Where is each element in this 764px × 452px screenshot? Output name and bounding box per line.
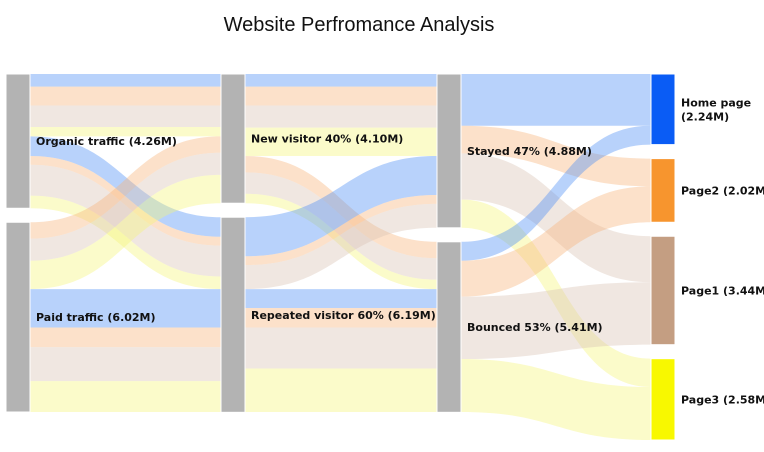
link-organic-to-new xyxy=(30,86,221,106)
link-new-to-stayed xyxy=(245,86,437,106)
node-stayed xyxy=(436,73,462,229)
node-label-home: Home page (2.24M) xyxy=(681,96,751,123)
link-paid-to-new xyxy=(30,174,221,290)
link-repeat-to-stayed xyxy=(245,203,437,290)
link-paid-to-new xyxy=(30,152,221,261)
link-paid-to-new xyxy=(30,136,221,239)
link-repeat-to-bounced xyxy=(245,368,437,412)
link-paid-to-repeat xyxy=(30,347,221,382)
node-home xyxy=(650,73,676,146)
node-label-stayed: Stayed 47% (4.88M) xyxy=(467,145,592,158)
node-paid xyxy=(5,221,31,413)
node-label-page1: Page1 (3.44M) xyxy=(681,284,764,297)
node-label-page2: Page2 (2.02M) xyxy=(681,184,764,197)
link-bounced-to-page1 xyxy=(461,282,651,360)
link-paid-to-repeat xyxy=(30,381,221,412)
link-new-to-stayed xyxy=(245,74,437,87)
link-organic-to-repeat xyxy=(30,155,221,246)
node-repeat xyxy=(220,216,246,413)
sankey-links xyxy=(30,74,651,440)
node-label-bounced: Bounced 53% (5.41M) xyxy=(467,321,603,334)
link-stayed-to-page2 xyxy=(461,125,651,187)
link-new-to-bounced xyxy=(245,193,437,290)
link-organic-to-repeat xyxy=(30,136,221,237)
node-page2 xyxy=(650,158,676,223)
link-paid-to-repeat xyxy=(30,289,221,328)
link-repeat-to-stayed xyxy=(245,195,437,266)
node-label-new: New visitor 40% (4.10M) xyxy=(251,133,403,146)
link-new-to-bounced xyxy=(245,172,437,280)
link-bounced-to-home xyxy=(461,125,651,261)
node-page3 xyxy=(650,358,676,441)
link-bounced-to-page2 xyxy=(461,186,651,297)
node-label-organic: Organic traffic (4.26M) xyxy=(36,135,177,148)
link-stayed-to-page3 xyxy=(461,199,651,388)
link-paid-to-repeat xyxy=(30,327,221,348)
node-label-page3: Page3 (2.58M) xyxy=(681,393,764,406)
link-stayed-to-page1 xyxy=(461,153,651,283)
node-new xyxy=(220,73,246,204)
link-organic-to-new xyxy=(30,74,221,87)
link-organic-to-new xyxy=(30,126,221,137)
node-label-repeat: Repeated visitor 60% (6.19M) xyxy=(251,309,436,322)
node-label-paid: Paid traffic (6.02M) xyxy=(36,311,156,324)
link-organic-to-repeat xyxy=(30,195,221,290)
node-organic xyxy=(5,73,31,209)
link-repeat-to-bounced xyxy=(245,327,437,369)
link-bounced-to-page3 xyxy=(461,359,651,440)
chart-title: Website Perfromance Analysis xyxy=(224,14,495,36)
link-organic-to-repeat xyxy=(30,164,221,277)
link-repeat-to-stayed xyxy=(245,155,437,257)
link-repeat-to-bounced xyxy=(245,307,437,328)
link-new-to-stayed xyxy=(245,105,437,128)
sankey-nodes xyxy=(5,73,676,441)
link-repeat-to-bounced xyxy=(245,289,437,308)
link-new-to-stayed xyxy=(245,127,437,156)
sankey-labels: Organic traffic (4.26M) Paid traffic (6.0… xyxy=(36,96,764,406)
link-new-to-bounced xyxy=(245,155,437,259)
link-stayed-to-home xyxy=(461,74,651,126)
node-page1 xyxy=(650,235,676,346)
link-organic-to-new xyxy=(30,105,221,127)
node-bounced xyxy=(436,241,462,413)
